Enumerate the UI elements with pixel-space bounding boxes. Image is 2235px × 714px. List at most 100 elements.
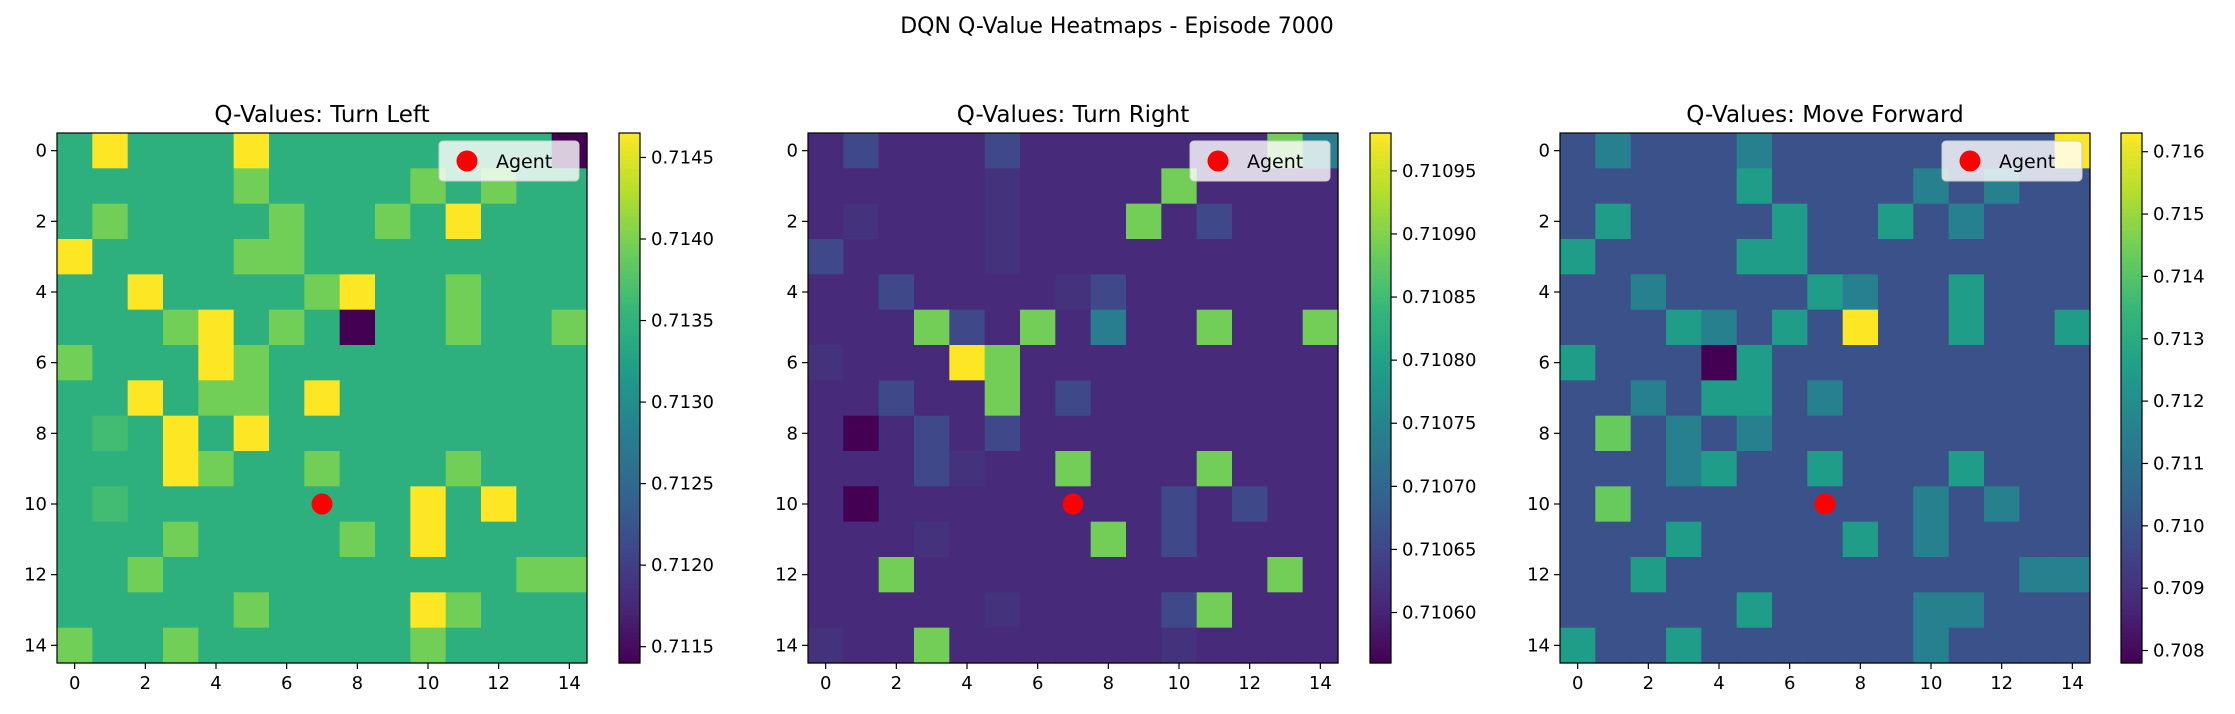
colorbar-segment — [619, 300, 640, 306]
heatmap-cell — [1878, 309, 1914, 346]
colorbar-segment — [2121, 420, 2142, 426]
heatmap-cell — [516, 345, 553, 381]
colorbar-segment — [2121, 141, 2142, 147]
heatmap-cell — [1701, 168, 1738, 205]
colorbar-segment — [619, 163, 640, 169]
legend-box — [438, 140, 580, 182]
colorbar-tick-label: 0.71090 — [1402, 224, 1476, 245]
colorbar-segment — [1370, 278, 1391, 284]
heatmap-cell — [1232, 486, 1268, 523]
colorbar-tick-label: 0.713 — [2153, 329, 2205, 350]
heatmap-cell — [1736, 309, 1773, 346]
heatmap-cell — [2019, 203, 2056, 240]
colorbar-segment — [619, 336, 640, 342]
colorbar-segment — [619, 495, 640, 501]
colorbar-segment — [2121, 318, 2142, 324]
heatmap-cell — [304, 592, 341, 629]
colorbar-segment — [619, 225, 640, 231]
colorbar-segment — [619, 256, 640, 262]
axes-frame — [807, 132, 1339, 664]
heatmap-cell — [57, 627, 93, 664]
heatmap-cell — [198, 592, 235, 629]
heatmap-cell — [339, 627, 376, 664]
heatmap-cell — [1630, 486, 1667, 523]
x-tick-label: 4 — [1713, 673, 1724, 694]
colorbar-segment — [2121, 557, 2142, 563]
heatmap-cell — [808, 451, 844, 487]
heatmap-cell — [1055, 239, 1092, 275]
heatmap-cell — [843, 274, 880, 311]
heatmap-cell — [1302, 380, 1339, 417]
y-tick-label: 10 — [775, 494, 798, 515]
y-tick-label: 4 — [1539, 282, 1550, 303]
heatmap-cell — [1630, 168, 1667, 205]
heatmap-cell — [57, 168, 93, 205]
heatmap-cell — [269, 203, 305, 240]
colorbar-segment — [619, 252, 640, 258]
heatmap-cell — [1701, 380, 1738, 417]
heatmap-cell — [1878, 486, 1914, 523]
colorbar-segment — [1370, 415, 1391, 421]
heatmap-cell — [92, 239, 129, 275]
heatmap-cell — [2019, 627, 2056, 664]
panels: Q-Values: Turn Left 0 2 4 6 8 10 12 14 0 2 4 6 8 10 12 1… — [24, 102, 2204, 694]
heatmap-cell — [1055, 557, 1092, 593]
heatmap-cell — [1948, 521, 1985, 558]
y-tick-label: 2 — [36, 211, 47, 232]
heatmap-cell — [198, 451, 235, 487]
heatmap-cell — [1878, 521, 1914, 558]
heatmap-cell — [808, 309, 844, 346]
heatmap-cell — [1196, 415, 1233, 452]
heatmap-cell — [1842, 380, 1879, 417]
heatmap-cell — [1161, 274, 1198, 311]
colorbar-segment — [2121, 199, 2142, 205]
colorbar-segment — [1370, 274, 1391, 280]
colorbar-segment — [619, 345, 640, 351]
colorbar-segment — [619, 459, 640, 465]
colorbar-segment — [619, 340, 640, 346]
heatmap-cell — [481, 521, 517, 558]
heatmap-cell — [1913, 521, 1950, 558]
heatmap-cell — [1090, 274, 1127, 311]
heatmap-cell — [410, 557, 447, 593]
heatmap-cell — [1267, 415, 1304, 452]
heatmap-cell — [516, 380, 553, 417]
colorbar-segment — [2121, 340, 2142, 346]
heatmap-cell — [410, 415, 447, 452]
colorbar-segment — [619, 322, 640, 328]
colorbar-segment — [2121, 583, 2142, 589]
agent-marker — [1814, 493, 1836, 515]
heatmap-cell — [1807, 557, 1844, 593]
colorbar-segment — [619, 371, 640, 377]
heatmap-cell — [1701, 203, 1738, 240]
heatmap-cell — [1807, 309, 1844, 346]
colorbar-segment — [619, 327, 640, 333]
colorbar-segment — [1370, 199, 1391, 205]
heatmap-cell — [1560, 557, 1596, 593]
heatmap-cell — [163, 345, 199, 381]
heatmap-cell — [1232, 627, 1268, 664]
heatmap-cell — [269, 627, 305, 664]
colorbar-segment — [2121, 194, 2142, 200]
colorbar-segment — [2121, 481, 2142, 487]
heatmap-cell — [1948, 415, 1985, 452]
colorbar-tick-label: 0.7130 — [651, 392, 714, 413]
heatmap-cell — [914, 203, 950, 240]
heatmap-cell — [445, 486, 482, 523]
heatmap-cell — [481, 557, 517, 593]
heatmap-cell — [1913, 486, 1950, 523]
heatmap-cell — [1630, 133, 1667, 169]
colorbar-segment — [2121, 477, 2142, 483]
colorbar-segment — [619, 437, 640, 443]
heatmap-cell — [1595, 557, 1632, 593]
heatmap-cell — [1984, 274, 2020, 311]
colorbar-segment — [2121, 543, 2142, 549]
heatmap-cell — [1913, 380, 1950, 417]
colorbar-segment — [619, 424, 640, 430]
x-tick-label: 4 — [210, 673, 221, 694]
colorbar-segment — [1370, 526, 1391, 532]
heatmap-cell — [163, 239, 199, 275]
heatmap-cell — [1984, 557, 2020, 593]
heatmap-cell — [1161, 309, 1198, 346]
heatmap-cell — [57, 451, 93, 487]
